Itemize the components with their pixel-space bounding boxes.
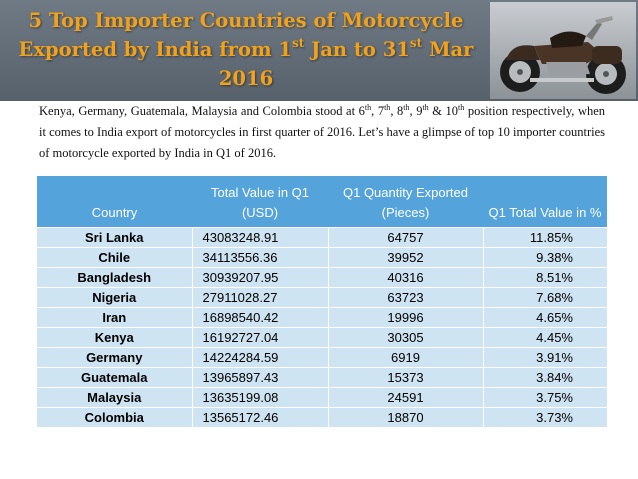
cell-percent: 4.45%: [482, 327, 607, 348]
table-header-row: Country Total Value in Q1 (USD) Q1 Quant…: [37, 176, 607, 228]
cell-quantity: 6919: [327, 347, 483, 368]
intro-paragraph: Kenya, Germany, Guatemala, Malaysia and …: [39, 102, 606, 160]
cell-quantity: 15373: [327, 367, 483, 388]
cell-quantity: 19996: [327, 307, 483, 328]
header-country: Country: [37, 176, 192, 228]
cell-total-value: 34113556.36: [191, 247, 328, 268]
cell-total-value: 30939207.95: [191, 267, 328, 288]
cell-country: Kenya: [37, 327, 192, 348]
cell-total-value: 27911028.27: [191, 287, 328, 308]
cell-quantity: 64757: [327, 227, 483, 248]
cell-percent: 9.38%: [482, 247, 607, 268]
table-row: Bangladesh 30939207.95 40316 8.51%: [37, 267, 607, 288]
cell-total-value: 16192727.04: [191, 327, 328, 348]
cell-total-value: 43083248.91: [191, 227, 328, 248]
table-row: Colombia 13565172.46 18870 3.73%: [37, 407, 607, 427]
export-table: Country Total Value in Q1 (USD) Q1 Quant…: [37, 176, 607, 427]
cell-country: Colombia: [37, 407, 192, 427]
cell-total-value: 13565172.46: [191, 407, 328, 427]
cell-quantity: 24591: [327, 387, 483, 408]
motorcycle-photo: [490, 2, 636, 99]
export-table-container: Country Total Value in Q1 (USD) Q1 Quant…: [37, 176, 607, 427]
cell-country: Bangladesh: [37, 267, 192, 288]
table-row: Nigeria 27911028.27 63723 7.68%: [37, 287, 607, 308]
table-row: Germany 14224284.59 6919 3.91%: [37, 347, 607, 368]
cell-total-value: 13635199.08: [191, 387, 328, 408]
cell-country: Guatemala: [37, 367, 192, 388]
cell-percent: 4.65%: [482, 307, 607, 328]
cell-country: Malaysia: [37, 387, 192, 408]
table-row: Malaysia 13635199.08 24591 3.75%: [37, 387, 607, 408]
page-title: 5 Top Importer Countries of Motorcycle E…: [18, 9, 474, 90]
cell-total-value: 13965897.43: [191, 367, 328, 388]
header-quantity: Q1 Quantity Exported (Pieces): [328, 176, 483, 228]
cell-percent: 11.85%: [482, 227, 607, 248]
cell-percent: 7.68%: [482, 287, 607, 308]
cell-percent: 8.51%: [482, 267, 607, 288]
cell-percent: 3.84%: [482, 367, 607, 388]
cell-quantity: 39952: [327, 247, 483, 268]
table-row: Sri Lanka 43083248.91 64757 11.85%: [37, 227, 607, 248]
table-row: Kenya 16192727.04 30305 4.45%: [37, 327, 607, 348]
cell-country: Iran: [37, 307, 192, 328]
table-row: Chile 34113556.36 39952 9.38%: [37, 247, 607, 268]
cell-percent: 3.73%: [482, 407, 607, 427]
cell-total-value: 14224284.59: [191, 347, 328, 368]
cell-country: Nigeria: [37, 287, 192, 308]
header-total-value: Total Value in Q1 (USD): [192, 176, 328, 228]
table-row: Iran 16898540.42 19996 4.65%: [37, 307, 607, 328]
cell-quantity: 18870: [327, 407, 483, 427]
cell-quantity: 63723: [327, 287, 483, 308]
cell-percent: 3.75%: [482, 387, 607, 408]
cell-country: Germany: [37, 347, 192, 368]
cell-total-value: 16898540.42: [191, 307, 328, 328]
cell-country: Sri Lanka: [37, 227, 192, 248]
title-banner: 5 Top Importer Countries of Motorcycle E…: [0, 0, 638, 101]
table-row: Guatemala 13965897.43 15373 3.84%: [37, 367, 607, 388]
cell-quantity: 40316: [327, 267, 483, 288]
cell-percent: 3.91%: [482, 347, 607, 368]
cell-quantity: 30305: [327, 327, 483, 348]
cell-country: Chile: [37, 247, 192, 268]
header-percent: Q1 Total Value in %: [483, 176, 607, 228]
